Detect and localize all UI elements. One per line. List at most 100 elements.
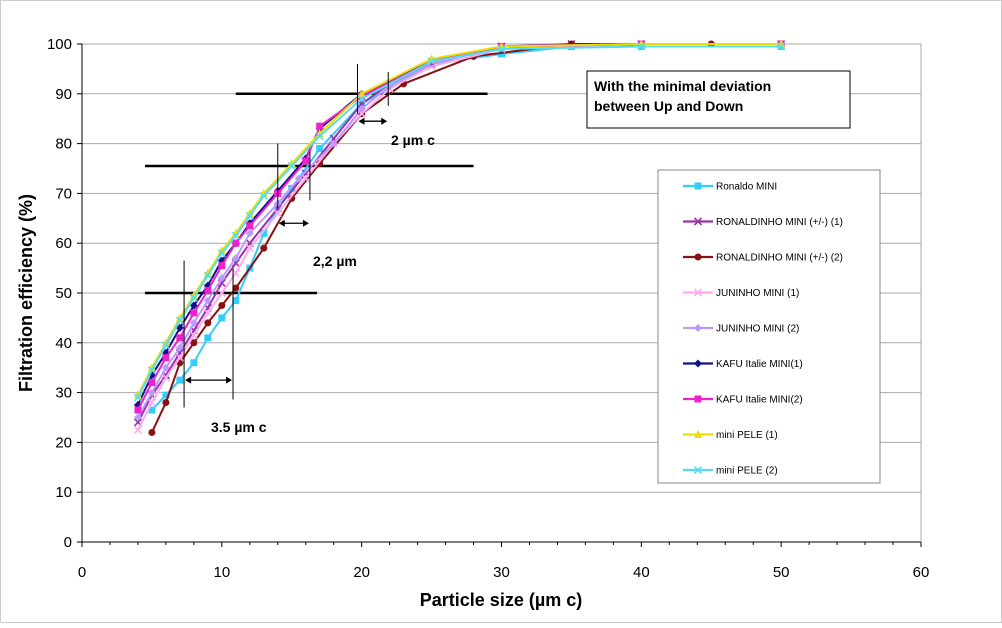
series-8-point-b: [217, 249, 226, 258]
series-0-point: [204, 334, 212, 342]
series-8-point-b: [427, 57, 436, 66]
series-2-point: [232, 284, 240, 292]
series-6-point: [148, 379, 156, 387]
series-3-point: [175, 353, 184, 362]
series-8-point: [161, 341, 170, 350]
series-4-line: [137, 43, 782, 418]
legend-label: KAFU Italie MINI(1): [716, 359, 803, 370]
series-3-point: [147, 398, 156, 407]
series-4-point: [203, 296, 212, 305]
axes: 0 10 20 30 40 50 60 70 80 90 100 0 10 20 30 40 50 60: [47, 36, 929, 581]
series-3-point-b: [189, 331, 198, 340]
series-6-point: [204, 287, 212, 295]
series-6-point: [176, 334, 184, 342]
legend-item: mini PELE (2): [683, 466, 778, 477]
x-axis-title: Particle size (µm c): [420, 590, 582, 610]
legend-swatch-marker-b: [693, 217, 703, 226]
y-tick-label: 60: [55, 235, 72, 252]
legend-swatch-marker: [693, 288, 703, 297]
series-8-point: [287, 161, 296, 171]
series-8-point: [637, 42, 646, 51]
series-3-point-b: [147, 398, 156, 407]
series-4-point: [175, 343, 184, 352]
series-8-point-b: [133, 393, 142, 402]
series-8-point-b: [315, 132, 324, 141]
series-0-point: [218, 314, 226, 322]
y-tick-label: 0: [64, 534, 72, 551]
series-3-point: [301, 174, 310, 183]
series-8-point: [231, 231, 240, 240]
legend-swatch-marker: [694, 324, 702, 332]
legend: Ronaldo MINI RONALDINHO MINI (+/-) (1) RON…: [657, 169, 881, 484]
dimension-2: 3.5 µm c: [183, 260, 267, 435]
legend-label: JUNINHO MINI (2): [716, 324, 799, 335]
series-8-point-b: [637, 42, 646, 51]
annotation-box-line: With the minimal deviation: [594, 78, 771, 94]
series-3-point: [189, 331, 198, 340]
series-4: [133, 40, 786, 422]
legend-item: Ronaldo MINI: [683, 182, 777, 193]
series-2-point: [148, 428, 156, 436]
legend-swatch-marker: [693, 465, 703, 475]
series-3-point-b: [357, 109, 366, 118]
legend-label: RONALDINHO MINI (+/-) (2): [716, 253, 843, 264]
series-8-point: [777, 42, 786, 51]
series-3-point-b: [161, 373, 170, 382]
series-4-point: [189, 318, 198, 327]
y-tick-label: 70: [55, 185, 72, 202]
series-3-point: [245, 244, 254, 253]
dimension-0-arrow-right: [381, 117, 388, 125]
series-4-point: [133, 413, 142, 422]
annotation-box: With the minimal deviation between Up and…: [586, 70, 851, 129]
series-3-point-b: [245, 244, 254, 253]
series-8-point-b: [777, 42, 786, 51]
y-tick-label: 100: [47, 36, 72, 53]
series-8-point-b: [287, 161, 296, 171]
legend-swatch-marker: [694, 395, 702, 403]
series-4-point: [357, 104, 366, 113]
x-tick-label: 10: [213, 564, 230, 581]
series-8-point-b: [147, 366, 156, 375]
series-8-point-b: [189, 293, 198, 303]
dimension-2-arrow-right: [226, 376, 233, 384]
series-4-point: [231, 254, 240, 263]
x-tick-label: 40: [633, 564, 650, 581]
series-2-point: [204, 319, 212, 327]
legend-swatch-marker-b: [693, 465, 703, 475]
legend-label: JUNINHO MINI (1): [716, 288, 799, 299]
legend-label: Ronaldo MINI: [716, 182, 777, 193]
series-8-point-b: [231, 231, 240, 240]
x-tick-label: 60: [913, 564, 930, 581]
series-4-point: [161, 363, 170, 372]
series-8-point: [175, 316, 184, 325]
series-4-point: [147, 388, 156, 397]
legend-item: RONALDINHO MINI (+/-) (2): [683, 253, 843, 264]
legend-item: RONALDINHO MINI (+/-) (1): [683, 217, 843, 228]
series-8-point-b: [175, 316, 184, 325]
series-6-point: [190, 309, 198, 317]
series-7-point: [357, 89, 366, 98]
series-4-point: [329, 139, 338, 148]
series-3-point-b: [203, 308, 212, 317]
series-0-point: [260, 229, 268, 237]
dimension-1: 2,2 µm: [277, 143, 357, 269]
series-8-point: [357, 94, 366, 103]
dimension-0-label: 2 µm c: [391, 132, 435, 148]
series-2-point: [260, 244, 268, 252]
series-8-point: [245, 211, 254, 220]
legend-swatch-marker-b: [693, 288, 703, 297]
legend-swatch-marker: [693, 217, 703, 226]
series-6-point: [134, 406, 142, 414]
y-tick-label: 50: [55, 285, 72, 302]
series-8-point-b: [161, 341, 170, 350]
series-3-point-b: [273, 209, 282, 218]
series-6-point: [232, 239, 240, 247]
legend-item: KAFU Italie MINI(2): [683, 395, 803, 406]
legend-swatch-marker: [694, 182, 702, 190]
series-3-point: [133, 425, 142, 435]
y-tick-label: 80: [55, 136, 72, 153]
dimension-0: 2 µm c: [356, 63, 435, 148]
series-8-point: [259, 191, 268, 200]
x-tick-label: 50: [773, 564, 790, 581]
legend-item: mini PELE (1): [683, 430, 778, 441]
